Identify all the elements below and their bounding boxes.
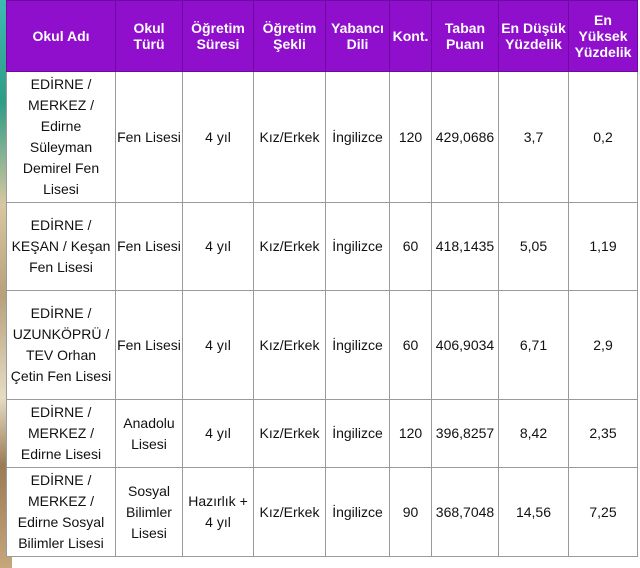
table-row: EDİRNE / MERKEZ / Edirne Süleyman Demire… (6, 71, 638, 203)
cell-okul-turu: Sosyal Bilimler Lisesi (115, 467, 183, 557)
cell-okul-adi: EDİRNE / MERKEZ / Edirne Sosyal Bilimler… (6, 467, 116, 557)
cell-okul-adi: EDİRNE / MERKEZ / Edirne Süleyman Demire… (6, 71, 116, 203)
school-table: Okul Adı Okul Türü Öğretim Süresi Öğreti… (6, 0, 638, 557)
cell-ogretim-suresi: Hazırlık + 4 yıl (182, 467, 254, 557)
cell-kont: 90 (389, 467, 432, 557)
cell-okul-turu: Fen Lisesi (115, 290, 183, 400)
cell-yabanci-dili: İngilizce (325, 202, 390, 291)
header-okul-adi: Okul Adı (6, 0, 116, 72)
cell-okul-adi: EDİRNE / UZUNKÖPRÜ / TEV Orhan Çetin Fen… (6, 290, 116, 400)
table-row: EDİRNE / KEŞAN / Keşan Fen Lisesi Fen Li… (6, 202, 638, 291)
cell-yabanci-dili: İngilizce (325, 71, 390, 203)
cell-ogretim-suresi: 4 yıl (182, 202, 254, 291)
cell-ogretim-suresi: 4 yıl (182, 399, 254, 468)
header-ogretim-sekli: Öğretim Şekli (253, 0, 326, 72)
cell-yabanci-dili: İngilizce (325, 399, 390, 468)
table-row: EDİRNE / UZUNKÖPRÜ / TEV Orhan Çetin Fen… (6, 290, 638, 400)
cell-kont: 120 (389, 399, 432, 468)
table-row: EDİRNE / MERKEZ / Edirne Lisesi Anadolu … (6, 399, 638, 468)
cell-en-dusuk: 14,56 (498, 467, 569, 557)
cell-en-dusuk: 3,7 (498, 71, 569, 203)
cell-ogretim-suresi: 4 yıl (182, 290, 254, 400)
cell-yabanci-dili: İngilizce (325, 467, 390, 557)
cell-taban-puani: 396,8257 (431, 399, 499, 468)
cell-en-yuksek: 2,9 (568, 290, 638, 400)
cell-okul-turu: Fen Lisesi (115, 202, 183, 291)
cell-en-dusuk: 5,05 (498, 202, 569, 291)
header-en-yuksek-yuzdelik: En Yüksek Yüzdelik (568, 0, 638, 72)
cell-en-dusuk: 6,71 (498, 290, 569, 400)
cell-en-yuksek: 1,19 (568, 202, 638, 291)
cell-kont: 60 (389, 202, 432, 291)
header-taban-puani: Taban Puanı (431, 0, 499, 72)
cell-ogretim-sekli: Kız/Erkek (253, 290, 326, 400)
cell-taban-puani: 368,7048 (431, 467, 499, 557)
cell-taban-puani: 418,1435 (431, 202, 499, 291)
cell-en-yuksek: 7,25 (568, 467, 638, 557)
cell-ogretim-sekli: Kız/Erkek (253, 467, 326, 557)
cell-taban-puani: 406,9034 (431, 290, 499, 400)
cell-okul-turu: Anadolu Lisesi (115, 399, 183, 468)
cell-taban-puani: 429,0686 (431, 71, 499, 203)
cell-ogretim-sekli: Kız/Erkek (253, 202, 326, 291)
table-row: EDİRNE / MERKEZ / Edirne Sosyal Bilimler… (6, 467, 638, 557)
cell-ogretim-sekli: Kız/Erkek (253, 71, 326, 203)
cell-okul-adi: EDİRNE / MERKEZ / Edirne Lisesi (6, 399, 116, 468)
header-ogretim-suresi: Öğretim Süresi (182, 0, 254, 72)
header-en-dusuk-yuzdelik: En Düşük Yüzdelik (498, 0, 569, 72)
header-row: Okul Adı Okul Türü Öğretim Süresi Öğreti… (6, 0, 638, 72)
cell-ogretim-sekli: Kız/Erkek (253, 399, 326, 468)
cell-okul-turu: Fen Lisesi (115, 71, 183, 203)
cell-ogretim-suresi: 4 yıl (182, 71, 254, 203)
cell-en-dusuk: 8,42 (498, 399, 569, 468)
cell-kont: 120 (389, 71, 432, 203)
header-okul-turu: Okul Türü (115, 0, 183, 72)
cell-yabanci-dili: İngilizce (325, 290, 390, 400)
cell-en-yuksek: 0,2 (568, 71, 638, 203)
cell-kont: 60 (389, 290, 432, 400)
header-kont: Kont. (389, 0, 432, 72)
header-yabanci-dili: Yabancı Dili (325, 0, 390, 72)
cell-en-yuksek: 2,35 (568, 399, 638, 468)
cell-okul-adi: EDİRNE / KEŞAN / Keşan Fen Lisesi (6, 202, 116, 291)
